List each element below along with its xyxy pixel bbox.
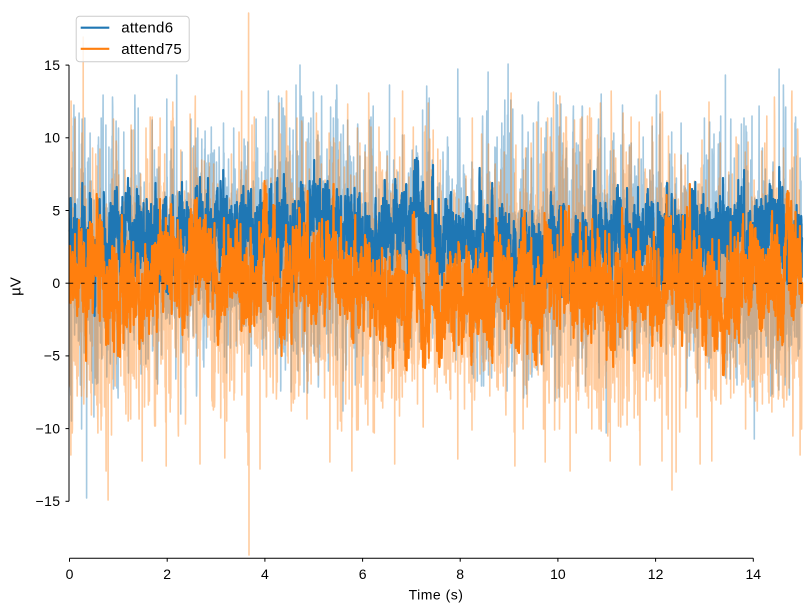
- svg-text:−10: −10: [36, 420, 61, 436]
- svg-text:15: 15: [44, 57, 60, 73]
- svg-text:µV: µV: [8, 277, 25, 296]
- svg-text:Time (s): Time (s): [409, 587, 464, 603]
- svg-text:8: 8: [456, 566, 464, 582]
- svg-text:10: 10: [44, 130, 60, 146]
- svg-text:14: 14: [746, 566, 762, 582]
- svg-text:6: 6: [359, 566, 367, 582]
- svg-text:0: 0: [52, 275, 60, 291]
- svg-text:12: 12: [648, 566, 664, 582]
- svg-text:5: 5: [52, 202, 60, 218]
- svg-text:−15: −15: [36, 493, 61, 509]
- svg-text:attend6: attend6: [121, 20, 173, 37]
- svg-text:−5: −5: [44, 348, 61, 364]
- svg-text:4: 4: [261, 566, 269, 582]
- svg-text:attend75: attend75: [121, 41, 182, 58]
- svg-text:0: 0: [66, 566, 74, 582]
- svg-text:10: 10: [550, 566, 566, 582]
- svg-text:2: 2: [163, 566, 171, 582]
